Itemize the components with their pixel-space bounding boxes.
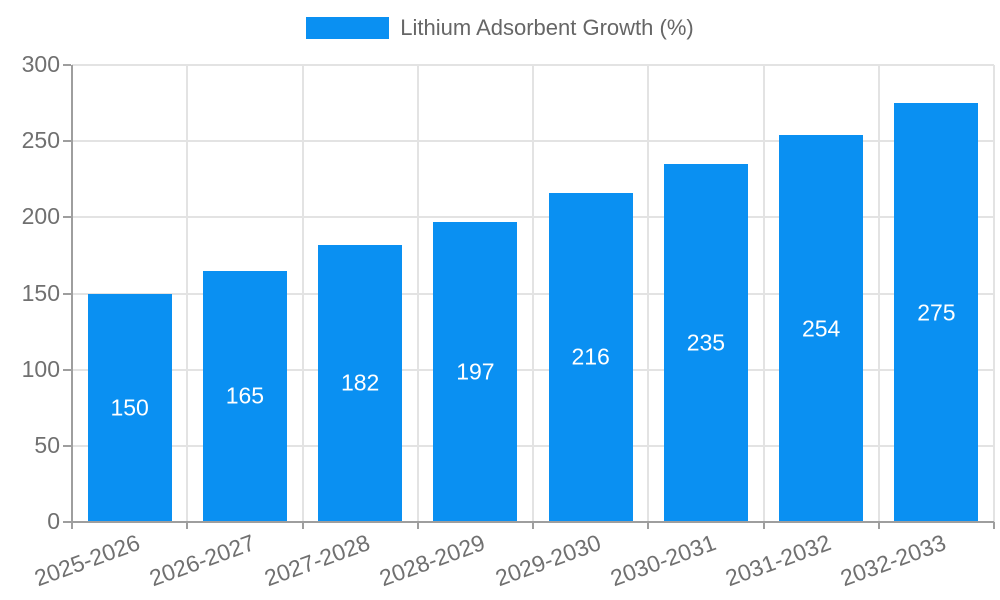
grid-line-vertical xyxy=(186,65,189,522)
grid-line-vertical xyxy=(301,65,304,522)
bar-value-label: 197 xyxy=(456,358,495,385)
bar[interactable] xyxy=(548,192,633,522)
bar[interactable] xyxy=(894,103,979,522)
y-axis-tick xyxy=(63,140,71,143)
y-axis-tick-label: 100 xyxy=(21,355,60,382)
bar-value-label: 165 xyxy=(225,382,265,409)
bar[interactable] xyxy=(433,221,518,522)
y-axis-tick-label: 250 xyxy=(21,127,60,154)
x-axis-tick xyxy=(71,522,73,529)
y-axis-tick xyxy=(63,444,71,447)
y-axis-tick-label: 300 xyxy=(21,51,60,78)
y-axis-tick-label: 150 xyxy=(21,279,60,306)
grid-line-vertical xyxy=(532,65,534,522)
bar-value-label: 216 xyxy=(571,343,610,370)
x-axis-tick xyxy=(416,522,419,529)
bar-value-label: 275 xyxy=(917,299,956,326)
x-axis-tick xyxy=(301,522,304,529)
bar[interactable] xyxy=(318,244,403,522)
y-axis-tick-label: 50 xyxy=(34,431,60,458)
x-axis-tick xyxy=(186,522,189,529)
y-axis-tick xyxy=(63,64,71,66)
x-axis-tick xyxy=(993,522,995,529)
bar-value-label: 254 xyxy=(801,315,841,342)
bar[interactable] xyxy=(663,164,748,522)
bar-value-label: 150 xyxy=(110,394,149,421)
grid-line-vertical xyxy=(877,65,880,522)
grid-line-vertical xyxy=(416,65,419,522)
y-axis-tick-label: 0 xyxy=(47,508,60,535)
legend-marker-swatch xyxy=(306,17,390,39)
legend[interactable]: Lithium Adsorbent Growth (%) xyxy=(0,17,1000,39)
y-axis-tick-label: 200 xyxy=(21,203,60,230)
y-axis-tick xyxy=(63,368,71,371)
y-axis-tick xyxy=(63,521,71,523)
y-axis-line xyxy=(71,65,73,522)
grid-line-vertical xyxy=(993,65,995,522)
bar-value-label: 182 xyxy=(340,369,380,396)
y-axis-tick xyxy=(63,216,71,219)
x-axis-tick xyxy=(762,522,765,529)
x-axis-tick xyxy=(647,522,650,529)
legend-label: Lithium Adsorbent Growth (%) xyxy=(400,15,694,40)
y-axis-tick xyxy=(63,292,71,295)
x-axis-tick xyxy=(877,522,880,529)
grid-line-vertical xyxy=(762,65,765,522)
grid-line-vertical xyxy=(647,65,650,522)
bar[interactable] xyxy=(779,135,864,522)
x-axis-tick xyxy=(532,522,534,529)
bar[interactable] xyxy=(87,293,172,522)
bar-value-label: 235 xyxy=(686,329,726,356)
bar[interactable] xyxy=(202,270,287,522)
